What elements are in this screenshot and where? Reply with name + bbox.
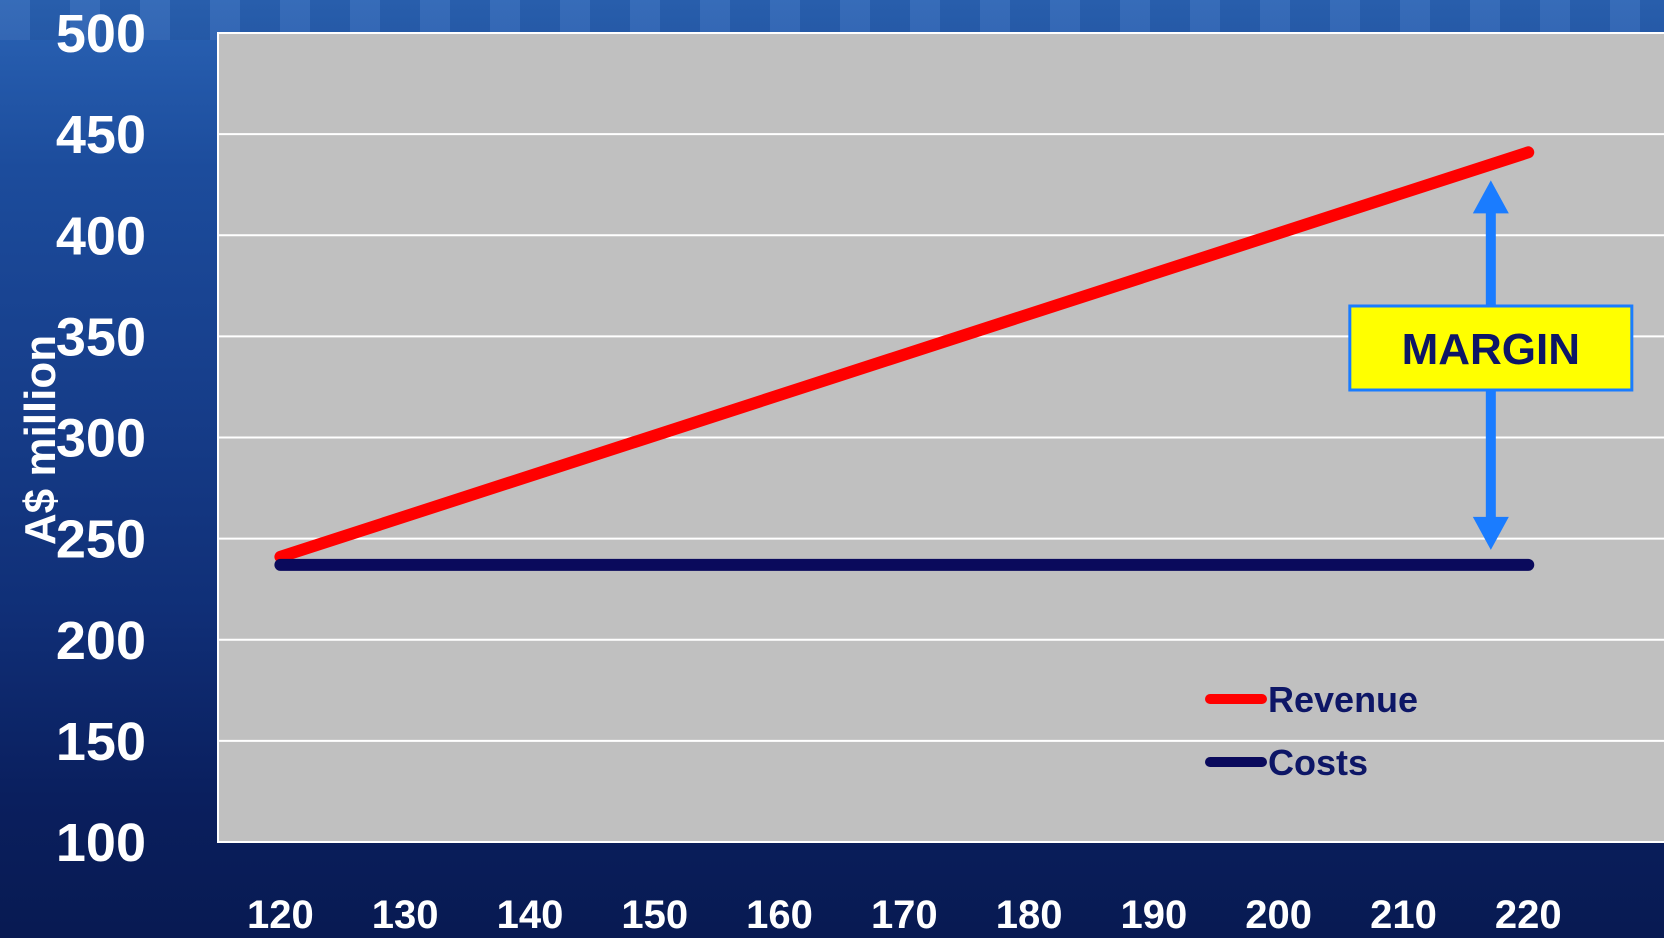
x-tick-label: 200 xyxy=(1245,893,1312,937)
legend-label-costs: Costs xyxy=(1268,742,1368,783)
y-tick-label: 400 xyxy=(56,206,146,266)
margin-annotation: MARGIN xyxy=(1348,180,1634,550)
x-tick-label: 160 xyxy=(746,893,813,937)
x-tick-label: 120 xyxy=(247,893,314,937)
series-line-revenue xyxy=(274,146,1535,563)
series-lines xyxy=(274,146,1535,571)
y-axis-ticks: 500 450 400 350 300 250 200 150 100 xyxy=(56,4,146,873)
x-axis-ticks: 120 130 140 150 160 170 180 190 200 210 220 xyxy=(247,893,1562,937)
y-tick-label: 200 xyxy=(56,611,146,671)
x-tick-label: 170 xyxy=(871,893,938,937)
margin-label: MARGIN xyxy=(1402,325,1580,374)
margin-arrow-head-up xyxy=(1472,180,1509,214)
x-tick-label: 180 xyxy=(996,893,1063,937)
x-tick-label: 140 xyxy=(497,893,564,937)
legend-label-revenue: Revenue xyxy=(1268,679,1418,720)
y-tick-label: 150 xyxy=(56,712,146,772)
x-tick-label: 220 xyxy=(1495,893,1562,937)
x-tick-label: 150 xyxy=(621,893,688,937)
x-tick-label: 210 xyxy=(1370,893,1437,937)
legend: Revenue Costs xyxy=(1205,679,1418,783)
x-tick-label: 130 xyxy=(372,893,439,937)
y-tick-label: 100 xyxy=(56,813,146,873)
y-tick-label: 300 xyxy=(56,409,146,469)
margin-box xyxy=(1348,304,1634,392)
gridlines xyxy=(218,133,1664,742)
y-tick-label: 350 xyxy=(56,307,146,367)
margin-arrow-head-down xyxy=(1472,516,1509,550)
x-tick-label: 190 xyxy=(1121,893,1188,937)
y-axis-label: A$ million xyxy=(16,335,65,545)
y-tick-label: 450 xyxy=(56,105,146,165)
y-tick-label: 250 xyxy=(56,510,146,570)
y-tick-label: 500 xyxy=(56,4,146,64)
